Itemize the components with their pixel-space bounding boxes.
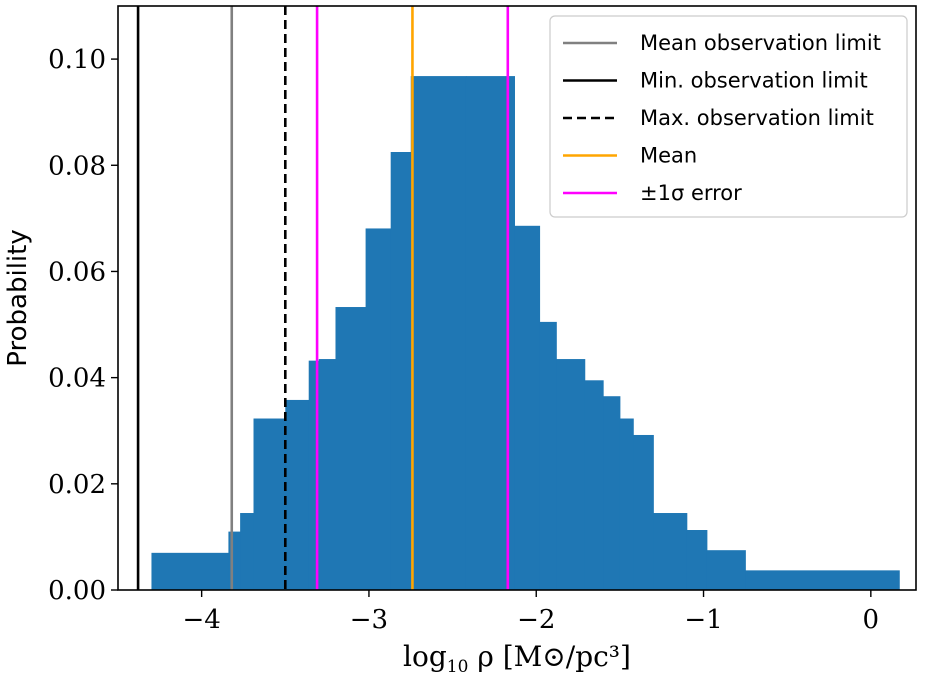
legend-label: Mean (640, 144, 697, 168)
histogram-bar (539, 321, 557, 590)
histogram-bar (706, 550, 746, 590)
y-axis-ticks: 0.00 0.02 0.04 0.06 0.08 0.10 (48, 45, 118, 606)
x-axis-label-rest: ρ [M⊙/pc³] (468, 640, 631, 673)
histogram-bar (318, 359, 336, 590)
histogram-bar (514, 225, 541, 590)
histogram-bar (253, 418, 286, 590)
y-tick-label: 0.02 (48, 470, 106, 500)
x-tick-label: −2 (517, 605, 555, 635)
x-axis-label-log: log (403, 640, 447, 673)
y-axis-label: Probability (3, 229, 33, 366)
histogram-bar (151, 552, 229, 590)
x-tick-label: −4 (182, 605, 220, 635)
histogram-bar (653, 513, 688, 590)
y-tick-label: 0.06 (48, 257, 106, 287)
y-tick-label: 0.04 (48, 364, 106, 394)
y-tick-label: 0.00 (48, 576, 106, 606)
y-tick-label: 0.10 (48, 45, 106, 75)
histogram-bar (390, 152, 412, 590)
x-axis-label: log10 ρ [M⊙/pc³] (403, 640, 631, 677)
plot-frame (117, 5, 917, 591)
legend-label: Max. observation limit (640, 106, 874, 130)
vertical-lines (136, 6, 510, 590)
x-tick-label: −1 (684, 605, 722, 635)
legend: Mean observation limit Min. observation l… (549, 15, 908, 218)
histogram-bar (686, 530, 708, 590)
histogram-bar (228, 531, 241, 590)
histogram-bar (603, 396, 621, 590)
histogram-bar (619, 418, 634, 590)
x-tick-label: 0 (863, 605, 880, 635)
legend-label: ±1σ error (640, 181, 742, 205)
histogram-bar (410, 76, 467, 590)
histogram-bar (584, 380, 604, 590)
legend-label: Mean observation limit (640, 31, 881, 55)
x-tick-label: −3 (350, 605, 388, 635)
legend-label: Min. observation limit (640, 69, 868, 93)
histogram-bar (308, 360, 320, 590)
histogram-bar (556, 359, 586, 590)
histogram-bar (285, 399, 310, 590)
legend-box (549, 15, 908, 218)
x-axis-label-subscript: 10 (447, 657, 469, 677)
histogram-bar (633, 434, 654, 590)
histogram-bar (335, 307, 367, 590)
histogram-bar (240, 513, 255, 590)
y-tick-label: 0.08 (48, 151, 106, 181)
histogram-bar (365, 228, 392, 590)
histogram-bar (745, 570, 900, 590)
x-axis-ticks: −4 −3 −2 −1 0 (182, 590, 879, 635)
